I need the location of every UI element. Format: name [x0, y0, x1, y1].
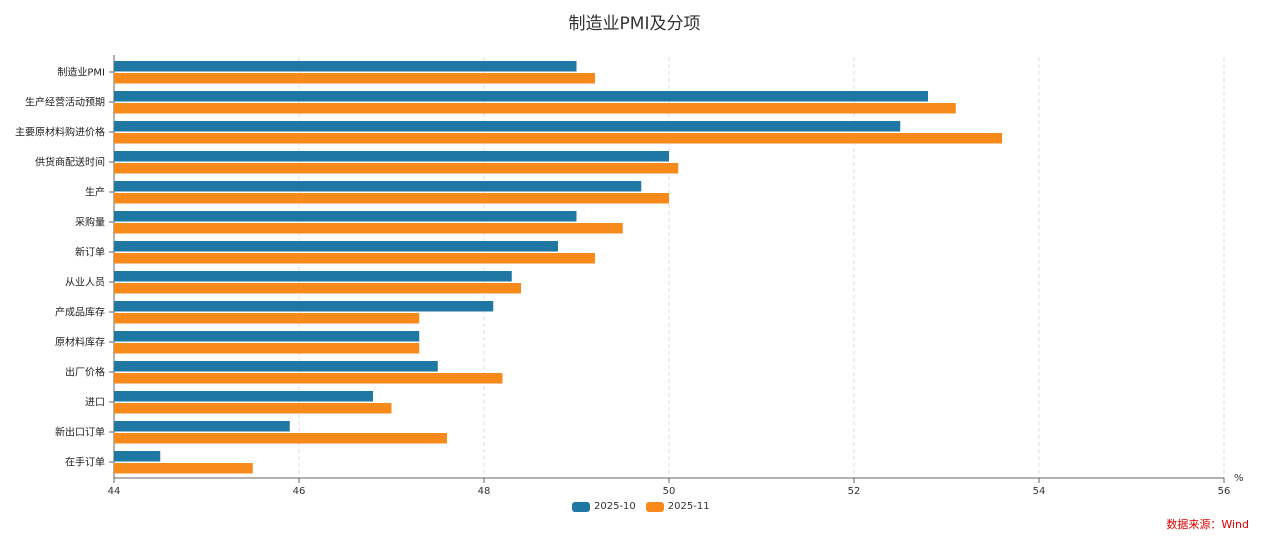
bar-2025-11	[114, 193, 669, 204]
x-tick-label: 54	[1033, 486, 1046, 497]
bar-2025-11	[114, 223, 623, 234]
bar-2025-10	[114, 211, 577, 222]
category-label: 产成品库存	[55, 306, 105, 319]
bar-2025-10	[114, 181, 642, 192]
bar-2025-11	[114, 103, 956, 114]
data-source: 数据来源：Wind	[1166, 518, 1249, 531]
bar-2025-10	[114, 151, 669, 162]
bar-2025-11	[114, 313, 420, 324]
category-label: 生产	[85, 186, 105, 199]
bar-2025-10	[114, 121, 901, 132]
bar-2025-10	[114, 91, 928, 102]
bar-2025-10	[114, 391, 373, 402]
category-label: 新订单	[75, 246, 105, 259]
bar-2025-11	[114, 73, 595, 84]
bar-2025-10	[114, 61, 577, 72]
bar-2025-10	[114, 301, 494, 312]
x-tick-label: 52	[848, 486, 861, 497]
x-tick-label: 44	[108, 486, 121, 497]
category-label: 供货商配送时间	[35, 156, 105, 169]
bar-2025-10	[114, 421, 290, 432]
category-label: 在手订单	[65, 456, 105, 469]
legend-item-2025-11[interactable]: 2025-11	[645, 501, 710, 512]
bar-2025-11	[114, 373, 503, 384]
bar-2025-11	[114, 163, 679, 174]
bar-2025-10	[114, 361, 438, 372]
category-label: 采购量	[75, 216, 105, 229]
legend-swatch	[572, 501, 590, 512]
legend-swatch	[645, 501, 664, 512]
legend: 2025-10 2025-11	[572, 501, 710, 512]
bar-2025-10	[114, 241, 558, 252]
bar-2025-11	[114, 433, 447, 444]
category-label: 进口	[85, 397, 105, 409]
x-tick-label: 56	[1218, 486, 1231, 497]
bar-2025-11	[114, 343, 420, 354]
category-label: 原材料库存	[55, 336, 105, 349]
bar-2025-11	[114, 463, 253, 474]
legend-item-2025-10[interactable]: 2025-10	[572, 501, 636, 512]
category-label: 从业人员	[65, 277, 105, 289]
legend-label: 2025-10	[594, 501, 636, 512]
category-label: 新出口订单	[55, 426, 105, 439]
bar-2025-11	[114, 133, 1002, 144]
category-label: 出厂价格	[65, 366, 105, 379]
chart-title: 制造业PMI及分项	[568, 14, 701, 34]
bar-2025-11	[114, 253, 595, 264]
category-label: 主要原材料购进价格	[15, 126, 105, 139]
category-label: 制造业PMI	[57, 66, 105, 79]
bar-2025-10	[114, 331, 420, 342]
category-label: 生产经营活动预期	[25, 96, 105, 109]
bar-2025-10	[114, 271, 512, 282]
bar-2025-11	[114, 283, 521, 294]
x-axis-unit: %	[1234, 473, 1244, 484]
bar-2025-10	[114, 451, 161, 462]
x-tick-label: 50	[663, 486, 676, 497]
x-tick-label: 46	[293, 486, 306, 497]
legend-label: 2025-11	[667, 501, 710, 512]
bar-2025-11	[114, 403, 392, 414]
x-tick-label: 48	[478, 486, 491, 497]
